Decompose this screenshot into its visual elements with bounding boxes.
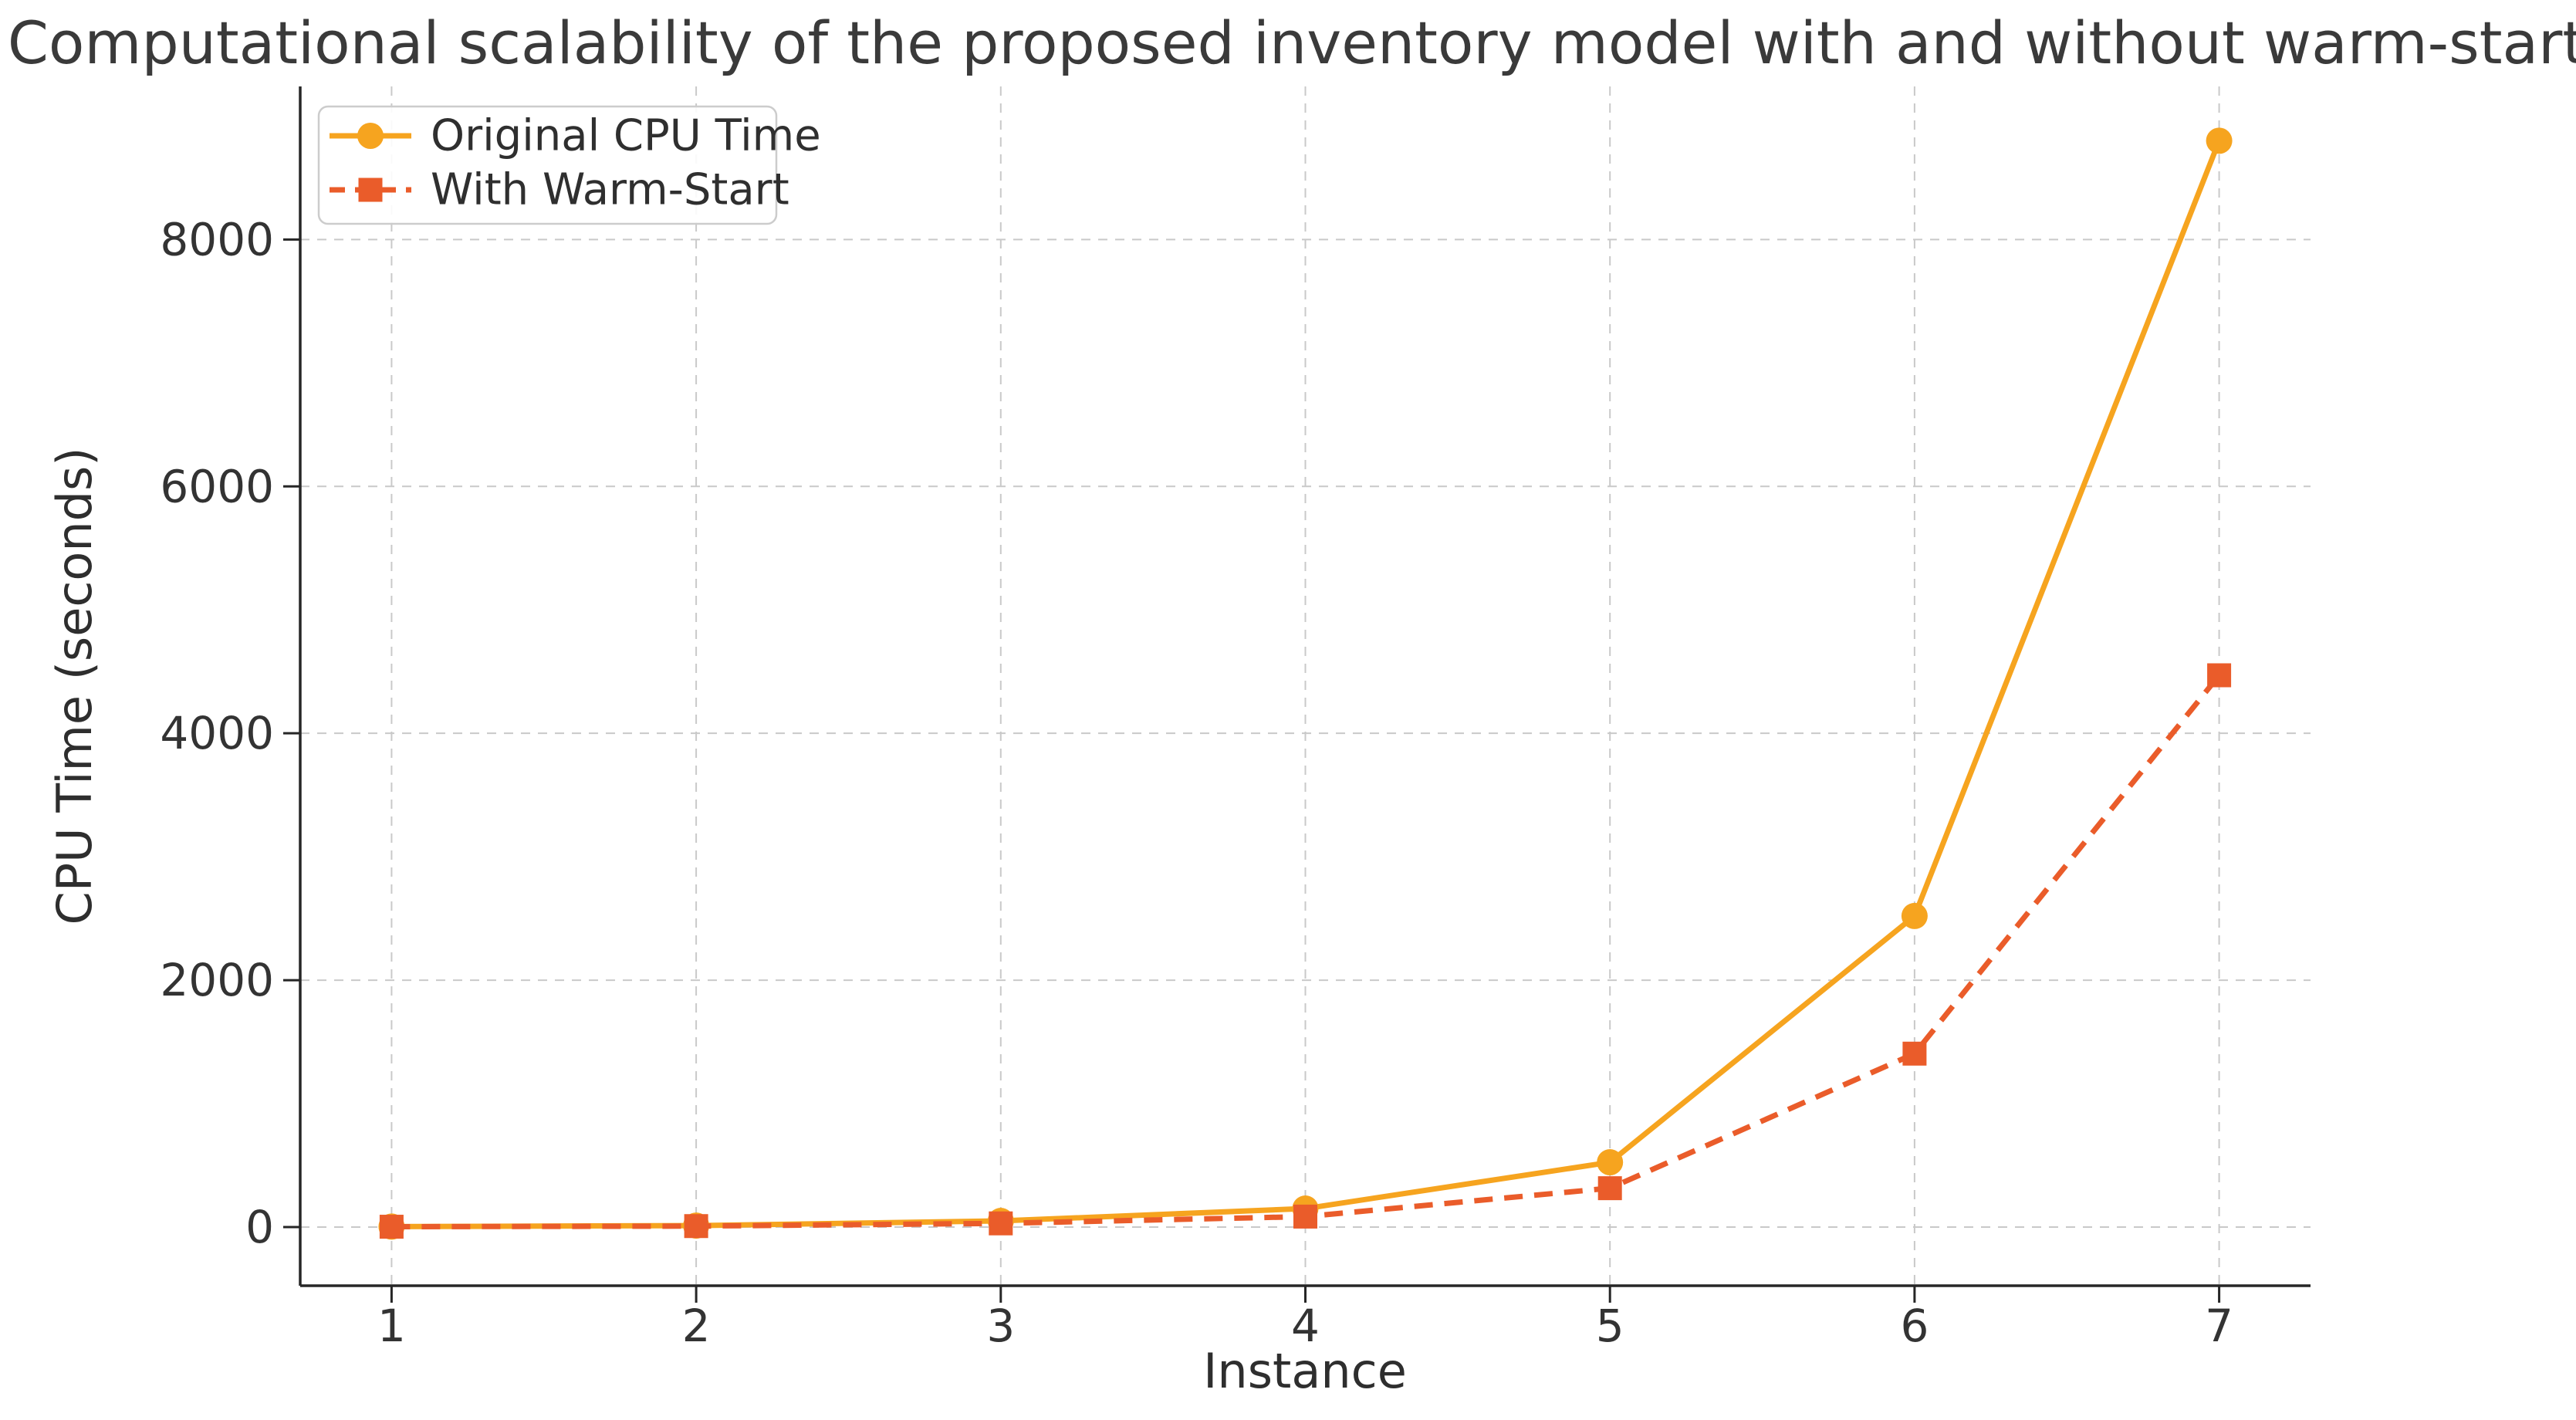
series-marker-original-cpu-time <box>1901 902 1928 929</box>
series-marker-with-warm-start <box>379 1215 404 1239</box>
series-marker-with-warm-start <box>1597 1176 1622 1201</box>
x-tick-label: 1 <box>377 1300 406 1352</box>
series-marker-with-warm-start <box>1902 1041 1927 1066</box>
legend-sample-marker-original-cpu-time <box>357 123 384 149</box>
legend-label-with-warm-start: With Warm-Start <box>431 165 789 215</box>
y-tick-label: 6000 <box>160 460 274 512</box>
plot-area: 0 2000 4000 6000 8000 1 2 3 4 5 6 7 Original CPU Tim… <box>160 86 2311 1352</box>
y-tick-label: 4000 <box>160 707 274 759</box>
legend-sample-marker-with-warm-start <box>358 178 383 202</box>
legend-box <box>317 105 778 225</box>
series-marker-original-cpu-time <box>1597 1149 1624 1176</box>
series-marker-with-warm-start <box>684 1214 708 1239</box>
y-axis-label: CPU Time (seconds) <box>46 447 103 925</box>
series-marker-with-warm-start <box>989 1211 1013 1236</box>
legend-label-original-cpu-time: Original CPU Time <box>431 111 821 161</box>
chart-title: Computational scalability of the propose… <box>8 8 2576 77</box>
x-tick-label: 7 <box>2205 1300 2233 1352</box>
x-axis-label: Instance <box>1203 1343 1407 1399</box>
y-tick-label: 0 <box>245 1201 274 1253</box>
x-tick-label: 3 <box>986 1300 1015 1352</box>
x-tick-label: 6 <box>1900 1300 1929 1352</box>
x-tick-label: 4 <box>1291 1300 1320 1352</box>
series-marker-with-warm-start <box>2207 663 2232 688</box>
y-tick-label: 8000 <box>160 213 274 265</box>
series-marker-original-cpu-time <box>2206 127 2233 154</box>
x-tick-label: 2 <box>682 1300 711 1352</box>
x-tick-label: 5 <box>1596 1300 1624 1352</box>
series-marker-with-warm-start <box>1293 1204 1317 1229</box>
y-tick-label: 2000 <box>160 954 274 1006</box>
